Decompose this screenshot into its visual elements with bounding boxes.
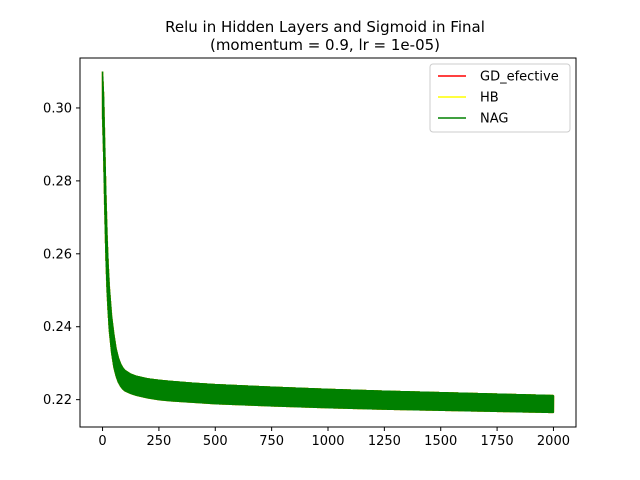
y-axis: 0.22 0.24 0.26 0.28 0.30 <box>43 101 80 408</box>
chart-title-line1: Relu in Hidden Layers and Sigmoid in Fin… <box>165 18 485 36</box>
x-tick-label: 750 <box>259 434 284 449</box>
chart-title-line2: (momentum = 0.9, lr = 1e-05) <box>210 36 440 54</box>
series-layer <box>101 71 555 414</box>
y-tick-label: 0.26 <box>43 247 72 262</box>
legend: GD_efective HB NAG <box>429 63 571 133</box>
x-tick-label: 1250 <box>368 434 401 449</box>
x-tick-label: 0 <box>98 434 106 449</box>
x-tick-label: 500 <box>203 434 228 449</box>
x-tick-label: 250 <box>146 434 171 449</box>
legend-label-nag: NAG <box>480 112 508 127</box>
y-tick-label: 0.24 <box>43 320 72 335</box>
legend-label-gd-efective: GD_efective <box>480 70 559 85</box>
y-tick-label: 0.30 <box>43 101 72 116</box>
series-line-nag <box>101 71 555 414</box>
x-tick-label: 1000 <box>311 434 344 449</box>
x-axis: 0 250 500 750 1000 1250 1500 1750 2000 <box>98 427 570 449</box>
x-tick-label: 1500 <box>424 434 457 449</box>
legend-frame <box>429 63 571 133</box>
x-tick-label: 2000 <box>537 434 570 449</box>
y-tick-label: 0.22 <box>43 393 72 408</box>
y-tick-label: 0.28 <box>43 174 72 189</box>
legend-label-hb: HB <box>480 91 499 106</box>
x-tick-label: 1750 <box>481 434 514 449</box>
